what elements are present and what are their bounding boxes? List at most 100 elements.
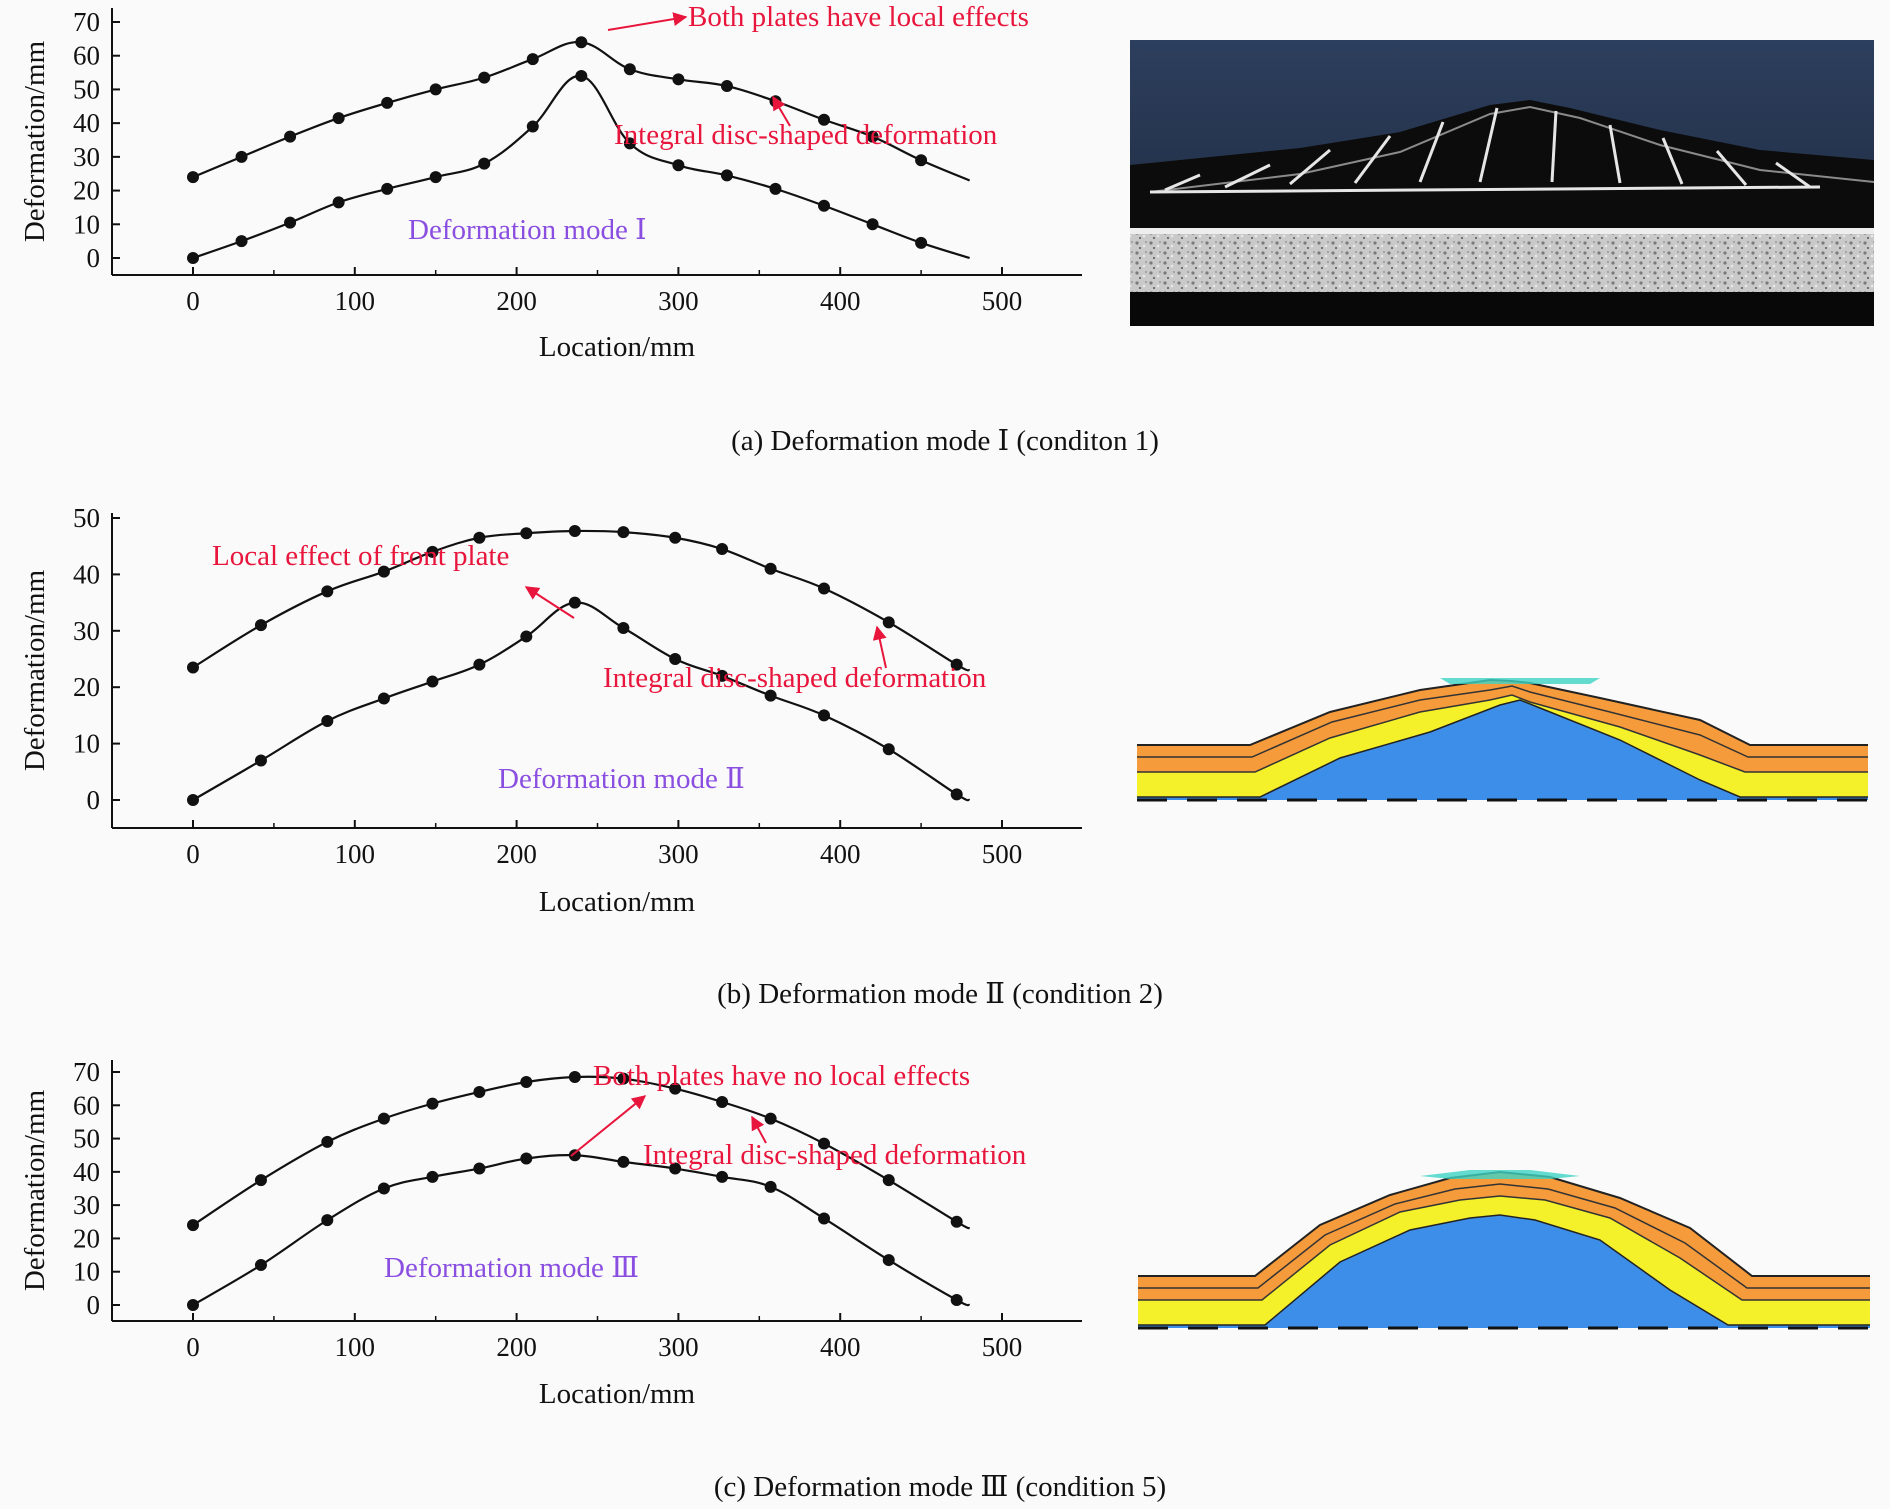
data-point bbox=[617, 1155, 630, 1168]
data-point bbox=[187, 171, 199, 184]
data-point bbox=[321, 1214, 334, 1227]
data-point bbox=[950, 1294, 963, 1307]
data-point bbox=[915, 236, 928, 249]
data-point bbox=[187, 794, 199, 806]
x-tick-label: 100 bbox=[335, 286, 376, 316]
data-point bbox=[818, 1137, 831, 1150]
data-point bbox=[716, 1170, 729, 1183]
data-point bbox=[669, 653, 682, 665]
data-point bbox=[377, 692, 390, 705]
data-point bbox=[568, 596, 581, 609]
data-point bbox=[332, 112, 345, 125]
y-tick-label: 10 bbox=[73, 1257, 100, 1287]
data-point bbox=[617, 621, 630, 634]
y-tick-label: 20 bbox=[73, 672, 100, 702]
data-point bbox=[332, 196, 345, 209]
data-point bbox=[617, 526, 630, 539]
series-line bbox=[192, 601, 971, 802]
data-point bbox=[187, 1299, 199, 1311]
data-point bbox=[520, 630, 533, 643]
x-axis-label: Location/mm bbox=[539, 1378, 696, 1410]
y-tick-label: 40 bbox=[73, 108, 100, 138]
annotation-deformation-mode: Deformation mode Ⅱ bbox=[498, 763, 745, 795]
y-tick-label: 50 bbox=[73, 503, 100, 533]
data-point bbox=[473, 1162, 486, 1175]
data-point bbox=[764, 1180, 777, 1193]
fe-cross-section-c bbox=[1138, 1170, 1870, 1330]
data-point bbox=[769, 182, 782, 195]
data-point bbox=[623, 63, 636, 76]
data-point bbox=[473, 531, 486, 544]
data-point bbox=[568, 1070, 581, 1083]
data-point bbox=[321, 715, 334, 728]
data-point bbox=[568, 524, 581, 537]
y-tick-label: 50 bbox=[73, 1124, 100, 1154]
caption-b: (b) Deformation mode Ⅱ (condition 2) bbox=[717, 978, 1163, 1010]
y-axis-label: Deformation/mm bbox=[19, 1089, 51, 1291]
data-point bbox=[426, 545, 439, 558]
annotation-arrow bbox=[570, 1095, 647, 1157]
data-point bbox=[866, 130, 879, 143]
y-tick-label: 60 bbox=[73, 41, 100, 71]
data-point bbox=[950, 1215, 963, 1228]
y-tick-label: 40 bbox=[73, 1157, 100, 1187]
data-point bbox=[866, 218, 879, 231]
data-point bbox=[818, 199, 831, 212]
y-tick-label: 0 bbox=[87, 243, 101, 273]
data-point bbox=[187, 252, 199, 264]
y-tick-label: 30 bbox=[73, 1190, 100, 1220]
data-point bbox=[187, 661, 199, 674]
data-point bbox=[716, 543, 729, 556]
data-point bbox=[426, 675, 439, 688]
series-line bbox=[192, 41, 971, 182]
caption-a: (a) Deformation mode Ⅰ (conditon 1) bbox=[731, 425, 1159, 457]
x-tick-label: 0 bbox=[186, 286, 200, 316]
data-point bbox=[321, 1135, 334, 1148]
y-tick-label: 70 bbox=[73, 1057, 100, 1087]
data-point bbox=[254, 754, 267, 767]
caption-c: (c) Deformation mode Ⅲ (condition 5) bbox=[714, 1471, 1166, 1503]
data-point bbox=[187, 1219, 199, 1232]
data-point bbox=[381, 182, 394, 195]
annotation-arrow bbox=[872, 625, 887, 669]
data-point bbox=[882, 616, 895, 629]
data-point bbox=[254, 1174, 267, 1187]
x-tick-label: 300 bbox=[658, 286, 699, 316]
x-tick-label: 100 bbox=[335, 1332, 376, 1362]
series-line bbox=[192, 529, 971, 672]
data-point bbox=[473, 658, 486, 671]
annotation-deformation-mode: Deformation mode Ⅰ bbox=[408, 214, 647, 246]
data-point bbox=[623, 137, 636, 150]
x-tick-label: 300 bbox=[658, 1332, 699, 1362]
data-point bbox=[575, 36, 588, 49]
data-point bbox=[818, 709, 831, 722]
annotation-integral-disc: Integral disc-shaped deformation bbox=[614, 119, 998, 151]
x-tick-label: 500 bbox=[982, 1332, 1023, 1362]
annotation-deformation-mode: Deformation mode Ⅲ bbox=[384, 1252, 639, 1284]
data-point bbox=[526, 53, 539, 66]
x-tick-label: 400 bbox=[820, 839, 861, 869]
data-point bbox=[720, 80, 733, 93]
y-tick-label: 30 bbox=[73, 142, 100, 172]
y-tick-label: 50 bbox=[73, 74, 100, 104]
x-tick-label: 100 bbox=[335, 839, 376, 869]
annotation-arrow bbox=[524, 586, 575, 619]
x-tick-label: 400 bbox=[820, 286, 861, 316]
deformed-plate-photo bbox=[1130, 40, 1875, 326]
y-tick-label: 60 bbox=[73, 1090, 100, 1120]
annotation-both-plates-local: Both plates have local effects bbox=[688, 1, 1029, 33]
y-tick-label: 0 bbox=[87, 785, 101, 815]
data-point bbox=[672, 73, 685, 86]
y-tick-label: 20 bbox=[73, 1223, 100, 1253]
data-point bbox=[764, 1112, 777, 1125]
data-point bbox=[520, 1152, 533, 1165]
y-tick-label: 10 bbox=[73, 209, 100, 239]
y-tick-label: 10 bbox=[73, 729, 100, 759]
data-point bbox=[429, 171, 442, 184]
data-point bbox=[478, 71, 491, 84]
data-point bbox=[568, 1149, 581, 1162]
